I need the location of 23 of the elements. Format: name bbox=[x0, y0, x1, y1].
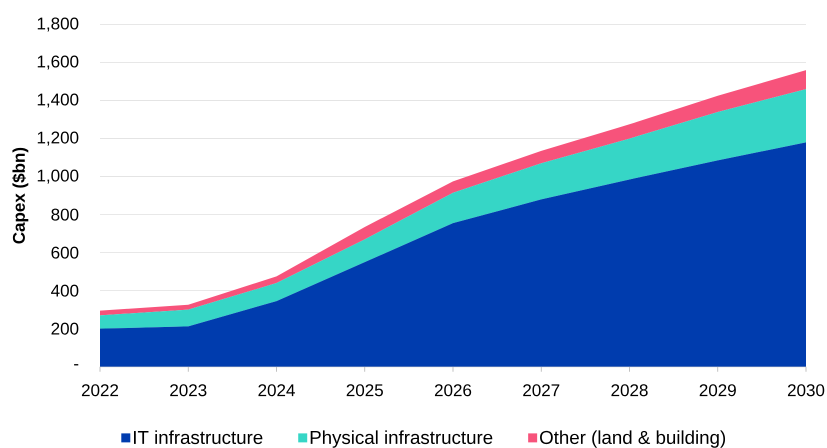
x-tick-label: 2022 bbox=[82, 384, 118, 396]
y-tick-label: 1,000 bbox=[38, 170, 78, 184]
y-tick-label: 600 bbox=[52, 246, 78, 259]
y-tick-label: 1,600 bbox=[38, 55, 78, 70]
y-tick-label: 1,200 bbox=[38, 132, 78, 146]
x-tick-label: 2027 bbox=[523, 384, 560, 396]
y-axis-title: Capex ($bn) bbox=[12, 148, 28, 244]
y-tick-label: 1,800 bbox=[38, 17, 78, 32]
x-tick-label: 2024 bbox=[258, 384, 295, 396]
y-tick-label: 1,400 bbox=[38, 94, 78, 108]
x-tick-label: 2030 bbox=[788, 384, 824, 396]
legend-label: Other (land & building) bbox=[540, 430, 726, 448]
y-tick-label: 400 bbox=[51, 284, 78, 297]
legend-label: IT infrastructure bbox=[134, 430, 262, 444]
y-tick-label: 200 bbox=[52, 322, 78, 335]
x-tick-label: 2029 bbox=[700, 384, 736, 396]
y-tick-label: 800 bbox=[51, 208, 78, 221]
x-tick-label: 2023 bbox=[170, 384, 206, 396]
x-tick-label: 2028 bbox=[611, 384, 648, 396]
x-tick-label: 2026 bbox=[434, 384, 472, 396]
x-tick-label: 2025 bbox=[346, 384, 383, 396]
y-tick-label: - bbox=[74, 364, 78, 366]
legend-label: Physical infrastructure bbox=[310, 430, 492, 448]
